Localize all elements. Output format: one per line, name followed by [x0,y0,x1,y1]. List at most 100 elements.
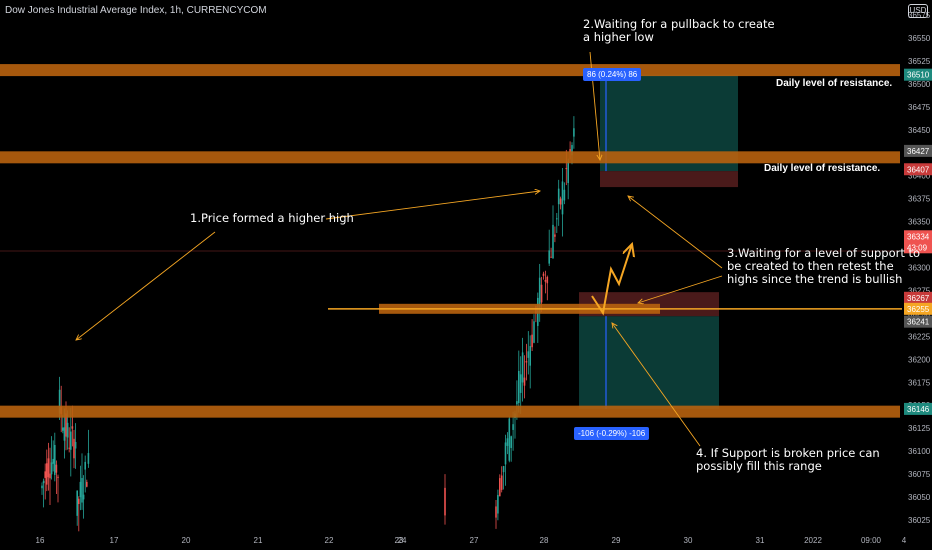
candle-body [506,438,509,446]
candle-body [54,444,56,475]
long-stop-zone [600,171,738,188]
candle-body [533,321,535,343]
x-tick-label: 28 [540,536,549,545]
price-tag [904,230,932,243]
x-tick-label: 2022 [804,536,822,545]
price-tag-label: 43:09 [907,243,928,252]
candles [41,116,575,532]
candle-body [521,352,524,383]
candle-body [556,218,558,220]
candle-body [504,442,507,465]
x-tick-label: 31 [756,536,765,545]
candle-body [47,458,50,478]
x-tick-label: 22 [325,536,334,545]
candle-body [554,234,556,237]
candle-body [44,471,46,478]
price-tag-label: 36255 [907,305,930,314]
price-tag [904,315,932,328]
x-tick-label: 29 [612,536,621,545]
arrow-4 [628,196,723,269]
candle-body [50,462,53,475]
candle-body [531,334,533,348]
candle-body [42,480,45,484]
axis-bg [902,0,932,550]
resistance-label-2: Daily level of resistance. [764,163,881,174]
annotation-3: 3.Waiting for a level of support to be c… [727,246,921,286]
price-tag [904,302,932,315]
y-tick-label: 36100 [908,447,931,456]
candle-body [82,494,85,500]
price-tag [904,144,932,157]
arrow-5 [638,275,723,303]
candle-body [81,478,83,503]
candle-body [78,498,80,505]
y-tick-label: 36300 [908,264,931,273]
candle-body [559,198,562,205]
price-tag [904,402,932,415]
candle-body [84,461,86,470]
level-band-3 [0,405,900,418]
y-tick-label: 36475 [908,103,931,112]
arrow-1 [76,231,216,340]
position-zones [0,74,900,409]
candle-body [87,453,90,464]
candle-body [567,161,569,183]
price-tag-label: 36427 [907,147,930,156]
candle-body [62,427,64,431]
candle-body [57,476,59,478]
y-tick-label: 36125 [908,424,931,433]
candle-body [66,422,69,438]
candle-body [529,346,531,366]
candle-body [73,438,75,459]
long-position-badge: 86 (0.24%) 86 [583,68,642,81]
price-tag-label: 36241 [907,318,930,327]
x-tick-label: 21 [254,536,263,545]
x-tick-label: 17 [110,536,119,545]
currency-badge[interactable]: USD [908,4,928,18]
candle-body [557,188,560,205]
candle-body [565,168,568,170]
candle-body [55,464,58,473]
candle-body [510,436,512,448]
y-tick-label: 36350 [908,218,931,227]
candle-body [550,256,552,258]
candle-body [58,389,61,414]
candle-body [527,351,530,358]
y-tick-label: 36525 [908,57,931,66]
candle-body [79,481,82,498]
candle-body [499,478,501,497]
x-tick-label: 23 [395,536,404,545]
price-tag [904,291,932,304]
candle-body [538,277,541,313]
candle-body [540,284,543,303]
candle-body [74,441,77,449]
x-tick-label: 24 [398,536,407,545]
candle-body [508,418,511,461]
candle-body [502,466,505,473]
candle-body [76,490,78,516]
level-band-2 [0,151,900,164]
candle-body [63,427,66,441]
candle-body [516,401,518,405]
price-tag-label: 36510 [907,71,930,80]
candle-body [544,279,547,282]
candle-body [569,149,571,152]
candle-body [563,189,566,201]
annotation-4: 4. If Support is broken price can possib… [696,446,880,473]
arrow-2 [325,191,540,220]
candle-body [495,506,497,518]
candle-body [52,458,54,464]
candle-body [86,481,88,487]
y-tick-label: 36200 [908,355,931,364]
resistance-label-1: Daily level of resistance. [776,78,893,89]
y-tick-label: 36500 [908,80,931,89]
candle-body [561,181,564,215]
candle-body [512,424,514,430]
short-target-zone [579,316,719,409]
y-tick-label: 36075 [908,470,931,479]
candle-body [573,128,575,137]
candle-body [49,473,51,479]
y-tick-label: 36375 [908,195,931,204]
y-tick-label: 36550 [908,34,931,43]
